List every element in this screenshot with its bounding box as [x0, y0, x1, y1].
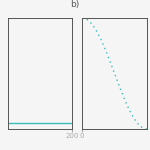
Text: b): b) [70, 0, 80, 9]
